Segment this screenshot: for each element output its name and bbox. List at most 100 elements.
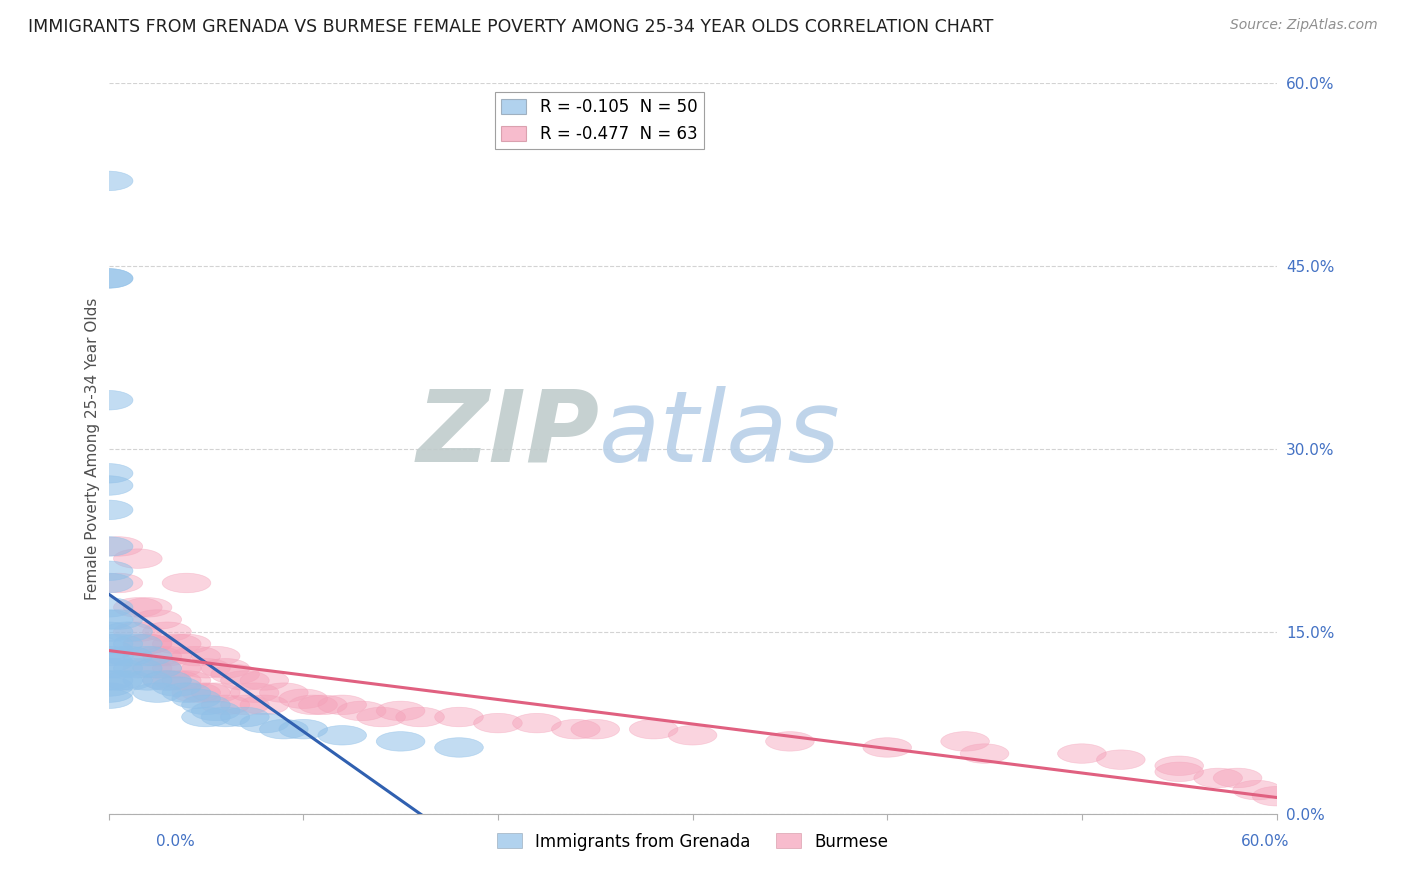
Ellipse shape bbox=[434, 738, 484, 757]
Ellipse shape bbox=[84, 689, 134, 708]
Ellipse shape bbox=[84, 391, 134, 410]
Ellipse shape bbox=[84, 598, 134, 617]
Ellipse shape bbox=[191, 683, 240, 702]
Ellipse shape bbox=[240, 671, 288, 690]
Text: IMMIGRANTS FROM GRENADA VS BURMESE FEMALE POVERTY AMONG 25-34 YEAR OLDS CORRELAT: IMMIGRANTS FROM GRENADA VS BURMESE FEMAL… bbox=[28, 18, 994, 36]
Text: 60.0%: 60.0% bbox=[1241, 834, 1289, 849]
Ellipse shape bbox=[668, 725, 717, 745]
Ellipse shape bbox=[104, 647, 152, 665]
Ellipse shape bbox=[114, 549, 162, 568]
Ellipse shape bbox=[211, 665, 260, 684]
Ellipse shape bbox=[114, 634, 162, 654]
Ellipse shape bbox=[84, 537, 134, 557]
Ellipse shape bbox=[434, 707, 484, 727]
Text: ZIP: ZIP bbox=[416, 386, 599, 483]
Ellipse shape bbox=[337, 701, 387, 721]
Ellipse shape bbox=[152, 677, 201, 697]
Ellipse shape bbox=[863, 738, 911, 757]
Ellipse shape bbox=[1253, 787, 1301, 806]
Ellipse shape bbox=[84, 171, 134, 191]
Ellipse shape bbox=[152, 671, 201, 690]
Ellipse shape bbox=[84, 622, 134, 641]
Ellipse shape bbox=[766, 731, 814, 751]
Ellipse shape bbox=[84, 677, 134, 697]
Ellipse shape bbox=[260, 720, 308, 739]
Ellipse shape bbox=[84, 647, 134, 665]
Ellipse shape bbox=[152, 634, 201, 654]
Ellipse shape bbox=[240, 695, 288, 714]
Ellipse shape bbox=[260, 683, 308, 702]
Ellipse shape bbox=[201, 707, 250, 727]
Ellipse shape bbox=[231, 683, 278, 702]
Ellipse shape bbox=[124, 658, 172, 678]
Ellipse shape bbox=[278, 689, 328, 708]
Ellipse shape bbox=[172, 689, 221, 708]
Ellipse shape bbox=[94, 610, 142, 629]
Ellipse shape bbox=[181, 683, 231, 702]
Ellipse shape bbox=[201, 658, 250, 678]
Text: Source: ZipAtlas.com: Source: ZipAtlas.com bbox=[1230, 18, 1378, 32]
Ellipse shape bbox=[84, 671, 134, 690]
Ellipse shape bbox=[181, 695, 231, 714]
Ellipse shape bbox=[104, 622, 152, 641]
Ellipse shape bbox=[181, 707, 231, 727]
Ellipse shape bbox=[288, 695, 337, 714]
Ellipse shape bbox=[94, 634, 142, 654]
Ellipse shape bbox=[162, 634, 211, 654]
Ellipse shape bbox=[1154, 756, 1204, 775]
Ellipse shape bbox=[84, 574, 134, 592]
Ellipse shape bbox=[84, 475, 134, 495]
Ellipse shape bbox=[84, 464, 134, 483]
Ellipse shape bbox=[84, 500, 134, 520]
Ellipse shape bbox=[94, 574, 142, 592]
Ellipse shape bbox=[278, 720, 328, 739]
Ellipse shape bbox=[114, 658, 162, 678]
Ellipse shape bbox=[201, 695, 250, 714]
Ellipse shape bbox=[1154, 762, 1204, 781]
Ellipse shape bbox=[142, 647, 191, 665]
Ellipse shape bbox=[162, 574, 211, 592]
Ellipse shape bbox=[94, 671, 142, 690]
Ellipse shape bbox=[162, 671, 211, 690]
Ellipse shape bbox=[318, 725, 367, 745]
Ellipse shape bbox=[134, 610, 181, 629]
Ellipse shape bbox=[142, 622, 191, 641]
Ellipse shape bbox=[114, 598, 162, 617]
Ellipse shape bbox=[162, 683, 211, 702]
Ellipse shape bbox=[134, 658, 181, 678]
Ellipse shape bbox=[84, 610, 134, 629]
Ellipse shape bbox=[377, 731, 425, 751]
Ellipse shape bbox=[1213, 768, 1263, 788]
Y-axis label: Female Poverty Among 25-34 Year Olds: Female Poverty Among 25-34 Year Olds bbox=[86, 298, 100, 600]
Text: 0.0%: 0.0% bbox=[156, 834, 195, 849]
Ellipse shape bbox=[84, 640, 134, 660]
Ellipse shape bbox=[318, 695, 367, 714]
Ellipse shape bbox=[124, 634, 172, 654]
Ellipse shape bbox=[1233, 780, 1281, 800]
Ellipse shape bbox=[1057, 744, 1107, 764]
Ellipse shape bbox=[142, 671, 191, 690]
Ellipse shape bbox=[124, 598, 172, 617]
Ellipse shape bbox=[84, 268, 134, 288]
Ellipse shape bbox=[474, 714, 522, 733]
Ellipse shape bbox=[134, 658, 181, 678]
Ellipse shape bbox=[630, 720, 678, 739]
Ellipse shape bbox=[551, 720, 600, 739]
Ellipse shape bbox=[94, 658, 142, 678]
Ellipse shape bbox=[377, 701, 425, 721]
Ellipse shape bbox=[571, 720, 620, 739]
Ellipse shape bbox=[298, 695, 347, 714]
Ellipse shape bbox=[84, 268, 134, 288]
Ellipse shape bbox=[941, 731, 990, 751]
Ellipse shape bbox=[84, 652, 134, 672]
Ellipse shape bbox=[114, 622, 162, 641]
Ellipse shape bbox=[191, 701, 240, 721]
Ellipse shape bbox=[124, 671, 172, 690]
Ellipse shape bbox=[104, 671, 152, 690]
Ellipse shape bbox=[124, 634, 172, 654]
Text: atlas: atlas bbox=[599, 386, 841, 483]
Ellipse shape bbox=[357, 707, 405, 727]
Ellipse shape bbox=[1097, 750, 1144, 770]
Ellipse shape bbox=[513, 714, 561, 733]
Ellipse shape bbox=[142, 671, 191, 690]
